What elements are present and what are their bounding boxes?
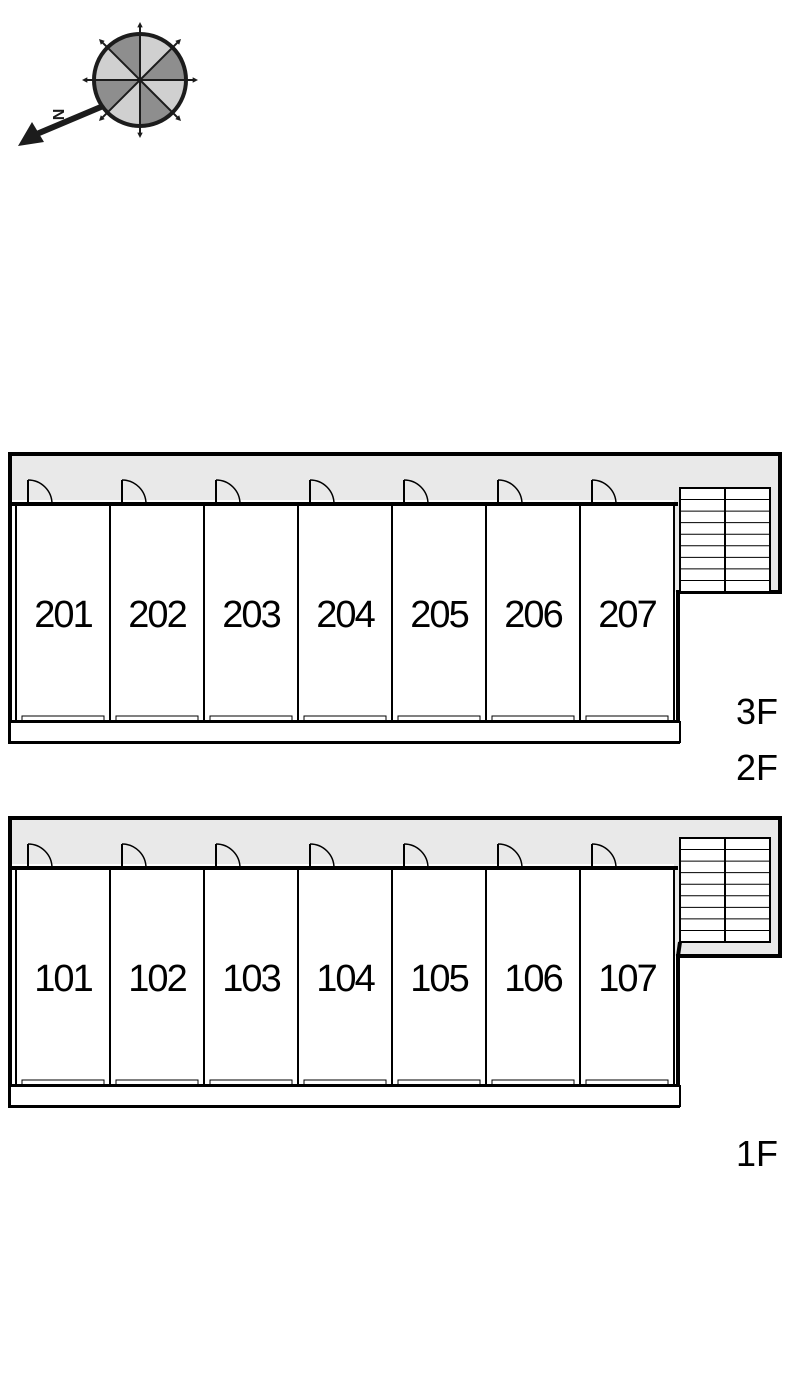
- staircase: [680, 488, 770, 592]
- floorplan-diagram: N2012022032042052062073F2F10110210310410…: [0, 0, 800, 1373]
- unit-label: 107: [598, 958, 656, 1000]
- compass-n-label: N: [51, 109, 68, 121]
- unit-label: 203: [222, 594, 280, 636]
- unit-label: 101: [34, 958, 92, 1000]
- floor-label: 2F: [736, 747, 778, 788]
- unit-label: 201: [34, 594, 92, 636]
- unit-label: 106: [504, 958, 562, 1000]
- compass-icon: N: [18, 22, 198, 146]
- floorplan-svg: N2012022032042052062073F2F10110210310410…: [0, 0, 800, 1373]
- unit-label: 102: [128, 958, 186, 1000]
- unit-label: 204: [316, 594, 375, 636]
- unit-label: 206: [504, 594, 562, 636]
- floor-lower: 101 102 103 104 105 106 107 1F: [10, 818, 780, 1174]
- unit-label: 202: [128, 594, 186, 636]
- staircase: [680, 838, 770, 942]
- unit-label: 105: [410, 958, 468, 1000]
- floor-label: 3F: [736, 691, 778, 732]
- unit-label: 104: [316, 958, 375, 1000]
- floor-label: 1F: [736, 1133, 778, 1174]
- unit-label: 207: [598, 594, 656, 636]
- unit-label: 103: [222, 958, 280, 1000]
- floor-upper: 201 202 203 204 205 206 207 3F 2F: [10, 454, 780, 788]
- unit-label: 205: [410, 594, 468, 636]
